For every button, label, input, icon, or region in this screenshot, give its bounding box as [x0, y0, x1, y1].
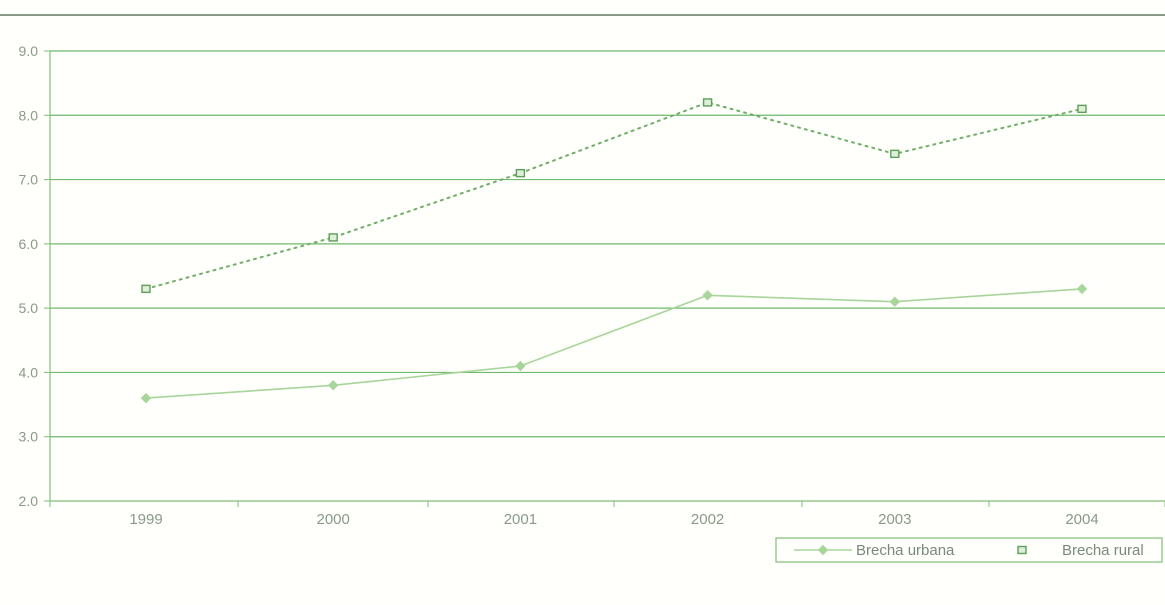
y-tick-label: 5.0: [19, 300, 39, 316]
gridlines: [50, 50, 1165, 438]
legend-marker-urbana: [817, 544, 829, 556]
x-tick-label: 2002: [691, 511, 724, 528]
x-tick-label: 2001: [504, 511, 537, 528]
series-lines: [140, 98, 1088, 404]
data-point: [140, 392, 152, 404]
data-point: [327, 380, 339, 391]
x-tick-label: 2004: [1065, 511, 1098, 528]
legend-marker-rural: [1017, 545, 1027, 555]
y-tick-label: 8.0: [19, 107, 39, 123]
x-tick-label: 1999: [129, 511, 162, 528]
data-point: [1077, 104, 1087, 114]
data-point: [889, 296, 901, 307]
x-tick-label: 2000: [317, 511, 350, 528]
y-tick-label: 6.0: [19, 236, 39, 252]
y-tick-label: 4.0: [19, 364, 39, 380]
legend-label-rural: Brecha rural: [1062, 542, 1144, 559]
data-point: [890, 149, 900, 159]
y-tick-label: 9.0: [19, 43, 39, 59]
legend-box: [775, 537, 1163, 563]
y-tick-label: 2.0: [19, 493, 39, 509]
data-point: [515, 360, 526, 372]
legend-label-urbana: Brecha urbana: [856, 542, 955, 559]
data-point: [702, 290, 713, 301]
series-line-urbana: [145, 288, 1083, 399]
data-point: [515, 168, 526, 178]
y-tick-label: 3.0: [19, 429, 39, 445]
data-point: [141, 284, 151, 294]
data-point: [328, 233, 338, 242]
axes: 2.0 3.0 4.0 5.0 6.0 7.0 8.0 9.0 1999 2000 2001 2002…: [19, 43, 1165, 528]
legend: Brecha urbana Brecha rural: [775, 537, 1163, 563]
series-line-rural: [145, 101, 1083, 290]
data-point: [702, 98, 713, 107]
data-point: [1076, 283, 1088, 295]
x-tick-label: 2003: [878, 511, 911, 528]
y-tick-label: 7.0: [19, 172, 39, 188]
